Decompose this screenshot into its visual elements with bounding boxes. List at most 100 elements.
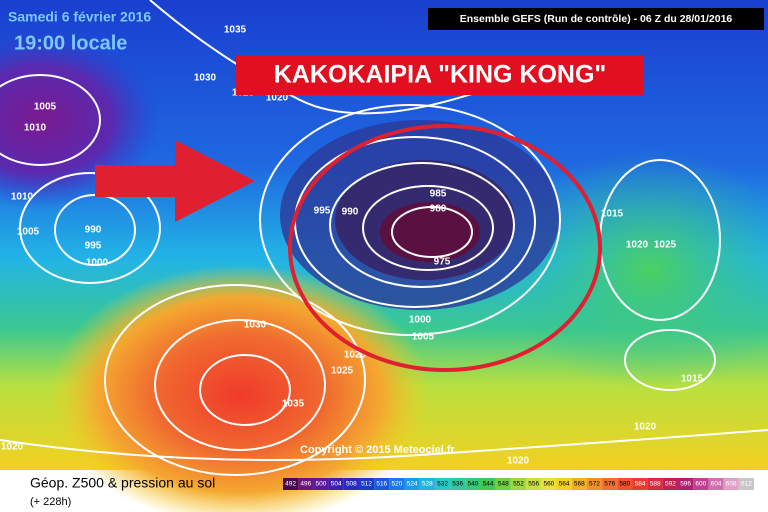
scale-label: 600 (695, 481, 706, 488)
isobar-label: 1005 (412, 332, 435, 343)
scale-label: 604 (711, 481, 722, 488)
time: 19:00 locale (14, 32, 127, 54)
scale-cell (556, 478, 572, 490)
isobar-label: 1030 (244, 320, 267, 331)
scale-label: 544 (483, 481, 494, 488)
scale-cell (723, 478, 739, 490)
scale-cell (602, 478, 618, 490)
isobar-label: 1000 (409, 315, 432, 326)
scale-label: 588 (650, 481, 661, 488)
scale-label: 560 (543, 481, 554, 488)
scale-label: 556 (528, 481, 539, 488)
scale-cell (571, 478, 587, 490)
scale-cell (495, 478, 511, 490)
scale-label: 492 (285, 481, 296, 488)
scale-label: 528 (422, 481, 433, 488)
isobar-label: 1035 (224, 25, 247, 36)
scale-cell (404, 478, 420, 490)
scale-cell (586, 478, 603, 490)
scale-label: 564 (559, 481, 570, 488)
scale-cell (647, 478, 663, 490)
scale-label: 596 (680, 481, 691, 488)
scale-cell (510, 478, 527, 490)
copyright: Copyright © 2015 Meteociel.fr (300, 444, 456, 456)
scale-cell (374, 478, 390, 490)
run-box (428, 8, 764, 30)
scale-cell (632, 478, 648, 490)
scale-cell (617, 478, 633, 490)
scale-cell (328, 478, 344, 490)
scale-cell (541, 478, 557, 490)
scale-label: 524 (407, 481, 418, 488)
color-scale: 492 496 500 504 508 512 516 520 524 528 532 536 540 5… (283, 478, 754, 490)
isobar-label: 975 (434, 257, 451, 268)
scale-cell (389, 478, 405, 490)
scale-cell (419, 478, 435, 490)
isobar-label: 1020 (1, 442, 24, 453)
scale-label: 612 (741, 481, 752, 488)
isobar-label: 1005 (17, 227, 40, 238)
scale-label: 508 (346, 481, 357, 488)
isobar-label: 1035 (282, 399, 305, 410)
arrow (95, 140, 255, 222)
scale-label: 536 (452, 481, 463, 488)
banner: KAKOKAIPIA "KING KONG" (274, 61, 607, 89)
scale-cell (343, 478, 359, 490)
scale-label: 512 (361, 481, 372, 488)
highlight-circle (288, 124, 602, 372)
isobar-label: 1000 (86, 258, 109, 269)
date: Samedi 6 février 2016 (8, 9, 151, 25)
scale-label: 568 (574, 481, 585, 488)
scale-label: 576 (604, 481, 615, 488)
scale-label: 540 (467, 481, 478, 488)
isobar-label: 1020 (344, 350, 367, 361)
scale-label: 516 (376, 481, 387, 488)
scale-label: 580 (619, 481, 630, 488)
scale-cell (526, 478, 542, 490)
scale-cell (434, 478, 451, 490)
scale-cell (738, 478, 754, 490)
scale-label: 608 (726, 481, 737, 488)
scale-cell (465, 478, 481, 490)
isobar-label: 1020 (626, 240, 649, 251)
isobar-label: 1010 (24, 123, 47, 134)
isobar-label: 995 (85, 241, 102, 252)
banner-box (236, 55, 644, 95)
scale-cell (283, 478, 299, 490)
scale-cell (662, 478, 679, 490)
isobar-label: 1030 (194, 73, 217, 84)
legend-title: Géop. Z500 & pression au sol (30, 475, 215, 491)
scale-cell (708, 478, 724, 490)
scale-label: 500 (316, 481, 327, 488)
isobar-label: 1020 (634, 422, 657, 433)
scale-cell (358, 478, 375, 490)
scale-label: 592 (665, 481, 676, 488)
scale-label: 504 (331, 481, 342, 488)
scale-cell (298, 478, 314, 490)
isobar-label: 1010 (11, 192, 34, 203)
scale-label: 584 (635, 481, 646, 488)
scale-label: 496 (300, 481, 311, 488)
isobar-label: 990 (342, 207, 359, 218)
scale-cell (693, 478, 709, 490)
isobar-label: 990 (85, 225, 102, 236)
isobar-label: 980 (430, 204, 447, 215)
run-info: Ensemble GEFS (Run de contrôle) - 06 Z d… (460, 13, 733, 25)
isobar-label: 1020 (507, 456, 530, 467)
isobar-label: 1025 (654, 240, 677, 251)
isobar-label: 1005 (34, 102, 57, 113)
isobar-label: 1025 (331, 366, 354, 377)
scale-label: 552 (513, 481, 524, 488)
scale-cell (313, 478, 329, 490)
scale-cell (678, 478, 694, 490)
scale-label: 572 (589, 481, 600, 488)
scale-label: 520 (392, 481, 403, 488)
scale-label: 548 (498, 481, 509, 488)
scale-cell (450, 478, 466, 490)
isobar-labels: 1035 1030 1025 1020 1005 1010 1010 1005 990 995 10… (1, 25, 704, 467)
isobar-label: 1015 (601, 209, 624, 220)
isobar-label: 1015 (681, 374, 704, 385)
scale-label: 532 (437, 481, 448, 488)
isobar-label: 985 (430, 189, 447, 200)
